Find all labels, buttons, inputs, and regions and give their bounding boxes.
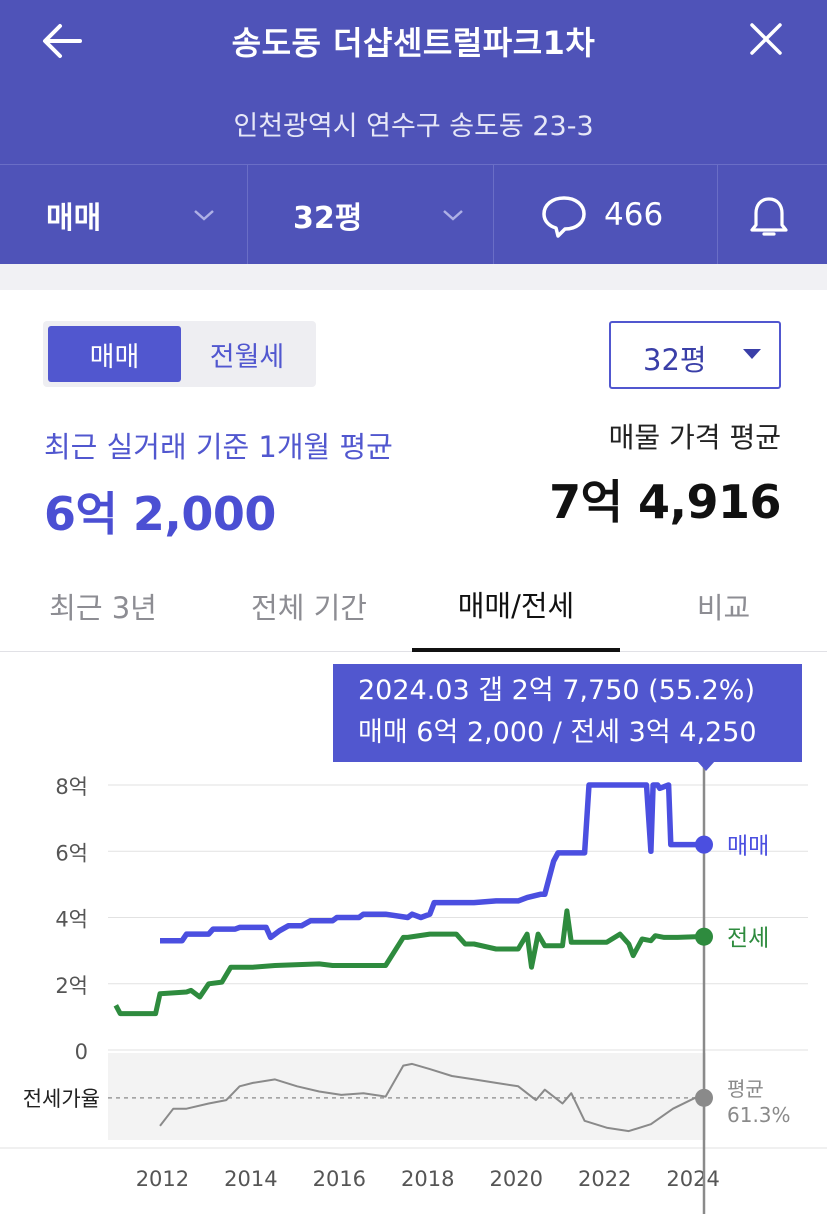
x-tick-label: 2024 <box>666 1167 719 1191</box>
jeonse-end-marker <box>695 927 713 946</box>
listing-average-value: 7억 4,916 <box>549 475 781 529</box>
address-text: 인천광역시 연수구 송도동 23-3 <box>233 111 594 142</box>
close-icon <box>750 23 782 55</box>
jeonse-series-line <box>113 908 704 1017</box>
y-tick-label: 6억 <box>55 841 88 865</box>
header-filter-bar: 매매 32평 466 <box>0 164 827 265</box>
x-tick-label: 2016 <box>313 1167 366 1191</box>
ratio-end-value: 61.3% <box>727 1103 791 1127</box>
y-tick-label: 4억 <box>55 908 88 932</box>
tab-compare[interactable]: 비교 <box>696 591 751 625</box>
chevron-down-icon <box>194 210 214 221</box>
back-arrow-icon <box>43 24 82 58</box>
ratio-band <box>108 1053 706 1140</box>
tab-sale-jeonse[interactable]: 매매/전세 <box>412 560 620 652</box>
ratio-end-marker <box>695 1088 713 1107</box>
ratio-axis-label: 전세가율 <box>23 1087 100 1111</box>
sale-end-label: 매매 <box>727 834 769 860</box>
ratio-series-line <box>159 1062 704 1133</box>
segment-sale[interactable]: 매매 <box>48 326 181 382</box>
notification-button[interactable] <box>718 165 827 265</box>
tab-all-period[interactable]: 전체 기간 <box>251 591 367 625</box>
back-button[interactable] <box>34 16 90 66</box>
period-tabs: 최근 3년 전체 기간 매매/전세 비교 <box>0 560 827 652</box>
size-dropdown[interactable]: 32평 <box>609 321 781 389</box>
sale-series-line <box>160 782 704 944</box>
tooltip-line-2: 매매 6억 2,000 / 전세 3억 4,250 <box>358 717 757 748</box>
trade-segment-control: 매매 전월세 <box>43 321 316 387</box>
x-tick-label: 2012 <box>136 1167 189 1191</box>
size-select[interactable]: 32평 <box>248 165 494 265</box>
speech-bubble-icon <box>542 196 586 238</box>
section-divider <box>0 264 827 290</box>
ratio-end-label: 평균 <box>727 1077 764 1101</box>
price-chart-svg: 8억 6억 4억 2억 0 2012 2014 2016 2018 2020 2022 2024 전세가… <box>0 762 827 1214</box>
trade-type-label: 매매 <box>46 201 102 236</box>
tab-recent-3y[interactable]: 최근 3년 <box>49 591 157 625</box>
x-tick-label: 2014 <box>224 1167 277 1191</box>
x-tick-label: 2020 <box>490 1167 543 1191</box>
comment-count: 466 <box>604 197 664 233</box>
segment-rent[interactable]: 전월세 <box>209 341 285 373</box>
jeonse-end-label: 전세 <box>727 926 769 952</box>
size-dropdown-value: 32평 <box>643 343 707 377</box>
chart-tooltip: 2024.03 갭 2억 7,750 (55.2%) 매매 6억 2,000 /… <box>333 664 802 762</box>
caret-down-icon <box>743 349 761 359</box>
title-bar: 송도동 더샵센트럴파크1차 <box>0 0 827 80</box>
listing-average-label: 매물 가격 평균 <box>608 421 781 454</box>
comments-button[interactable]: 466 <box>494 165 718 265</box>
chevron-down-icon <box>443 210 463 221</box>
y-tick-label: 8억 <box>55 775 88 799</box>
tooltip-arrow <box>697 761 715 771</box>
page-title: 송도동 더샵센트럴파크1차 <box>231 24 596 62</box>
sale-end-marker <box>695 835 713 854</box>
trade-type-select[interactable]: 매매 <box>0 165 248 265</box>
size-label: 32평 <box>293 201 363 236</box>
price-chart[interactable]: 8억 6억 4억 2억 0 2012 2014 2016 2018 2020 2022 2024 전세가… <box>0 653 827 1214</box>
app-header: 송도동 더샵센트럴파크1차 인천광역시 연수구 송도동 23-3 매매 32평 … <box>0 0 827 265</box>
bell-icon <box>750 197 788 236</box>
y-tick-label: 0 <box>75 1040 88 1064</box>
y-tick-label: 2억 <box>55 974 88 998</box>
close-button[interactable] <box>738 14 794 64</box>
recent-average-value: 6억 2,000 <box>44 487 276 541</box>
tooltip-line-1: 2024.03 갭 2억 7,750 (55.2%) <box>358 675 755 706</box>
x-tick-label: 2022 <box>578 1167 631 1191</box>
recent-average-label: 최근 실거래 기준 1개월 평균 <box>44 430 393 464</box>
x-tick-label: 2018 <box>401 1167 454 1191</box>
